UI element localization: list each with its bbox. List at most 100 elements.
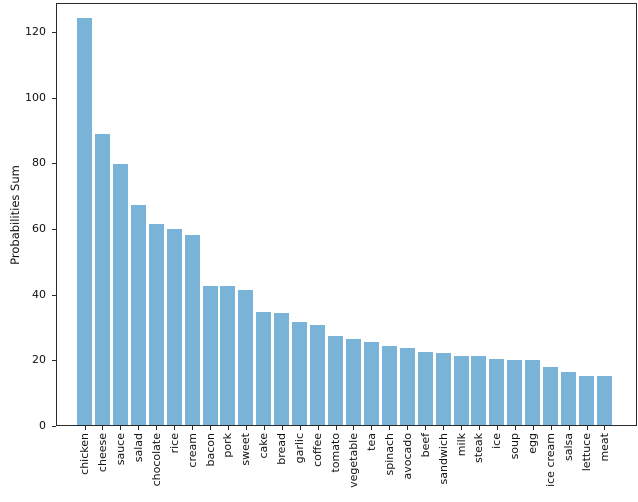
x-tick-label: sweet [239,433,253,466]
bar-cake [256,312,272,425]
y-tick-label: 80 [32,156,46,170]
y-tick-label: 20 [32,353,46,367]
x-tick-label: cheese [95,433,109,473]
x-tick-mark [192,426,194,430]
x-tick-mark [138,426,140,430]
y-tick-mark [52,31,56,33]
bar-rice [166,228,182,425]
x-tick-label: ice [490,433,504,449]
x-tick-label: avocado [400,433,414,480]
x-tick-mark [407,426,409,430]
x-tick-mark [210,426,211,430]
x-tick-mark [102,426,104,430]
x-tick-label: steak [472,433,486,463]
y-tick-mark [52,97,56,99]
x-tick-label: vegetable [346,433,360,488]
y-tick-mark [52,228,56,230]
x-tick-mark [443,426,445,430]
x-tick-mark [317,426,319,430]
x-tick-label: lettuce [580,433,594,472]
x-tick-label: beef [418,433,432,458]
y-tick-label: 60 [32,221,46,235]
x-tick-mark [586,426,588,430]
bar-soup [507,359,523,425]
x-tick-label: rice [167,433,181,454]
x-tick-mark [425,426,427,430]
bar-ice-cream [543,366,559,425]
y-tick-label: 100 [25,90,46,104]
x-tick-mark [335,426,337,430]
bar-garlic [292,321,308,425]
bar-sauce [112,163,128,425]
bar-beef [417,352,433,425]
x-tick-mark [389,426,391,430]
bar-salsa [561,371,577,425]
bar-vegetable [345,338,361,425]
x-tick-mark [478,426,480,430]
x-tick-label: tomato [329,433,343,473]
bar-salad [130,204,146,425]
x-tick-label: meat [597,433,611,462]
x-tick-label: pork [221,433,235,458]
x-tick-mark [532,426,534,430]
bar-sandwich [435,352,451,425]
y-tick-label: 0 [39,419,46,432]
bar-cheese [94,134,110,425]
x-tick-mark [461,426,463,430]
x-tick-mark [371,426,373,430]
x-tick-mark [353,426,355,430]
x-tick-label: bread [275,433,289,465]
bar-bread [274,313,290,425]
bar-egg [525,359,541,425]
bar-coffee [310,324,326,425]
y-axis-label: Probabilities Sum [8,165,22,265]
y-tick-mark [52,360,56,362]
x-tick-label: soup [508,433,522,460]
bar-spinach [381,345,397,425]
bar-ice [489,359,505,425]
x-tick-mark [174,426,176,430]
x-tick-label: cream [185,433,199,468]
x-tick-label: garlic [293,433,307,464]
bar-pork [220,286,236,425]
x-tick-label: sandwich [436,433,450,485]
bar-sweet [238,289,254,425]
x-tick-label: coffee [311,433,325,467]
bar-milk [453,355,469,425]
x-tick-mark [263,426,265,430]
y-tick-mark [52,163,56,165]
x-tick-label: tea [364,433,378,451]
x-tick-label: sauce [113,433,127,466]
x-tick-label: cake [257,433,271,459]
bar-avocado [399,347,415,425]
bar-tea [363,341,379,425]
x-tick-mark [120,426,122,430]
x-tick-mark [227,426,229,430]
plot-area [56,3,637,426]
x-tick-label: chicken [78,433,91,475]
y-tick-mark [52,294,56,296]
x-tick-label: salsa [562,433,576,461]
x-tick-mark [281,426,283,430]
bar-tomato [328,335,344,425]
x-tick-label: chocolate [149,433,163,487]
x-tick-mark [299,426,301,430]
x-tick-mark [84,426,86,430]
x-tick-label: salad [131,433,145,463]
bar-cream [184,234,200,425]
x-tick-mark [245,426,247,430]
x-tick-mark [156,426,158,430]
x-tick-mark [550,426,552,430]
x-tick-label: spinach [382,433,396,476]
x-tick-label: egg [526,433,540,454]
y-tick-label: 120 [25,24,46,38]
bar-lettuce [579,376,595,425]
bar-meat [596,376,612,425]
x-tick-label: ice cream [544,433,558,487]
x-tick-label: milk [454,433,468,457]
y-tick-label: 40 [32,287,46,301]
bar-steak [471,356,487,425]
bar-chocolate [148,224,164,425]
x-tick-mark [514,426,516,430]
